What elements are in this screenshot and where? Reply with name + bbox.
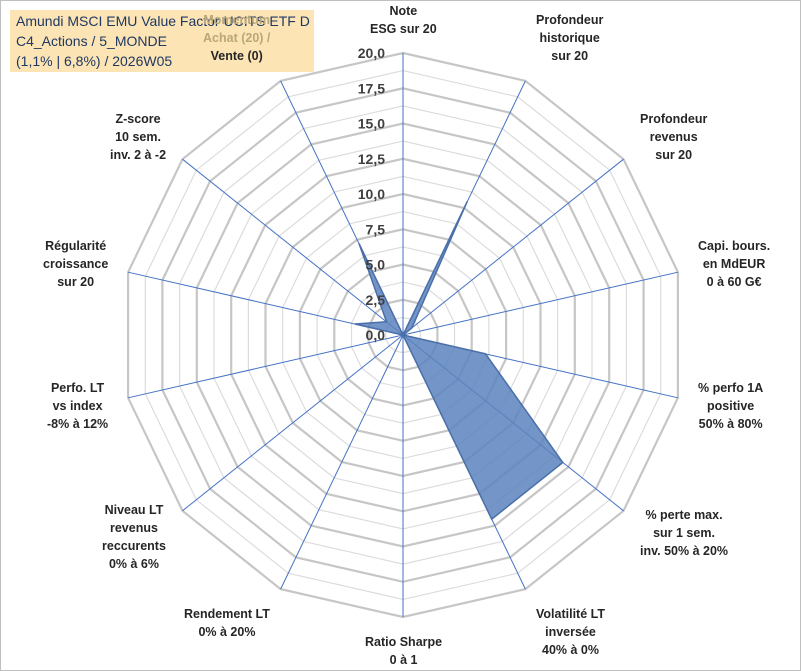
axis-label-line: 0 à 1 — [389, 653, 418, 667]
axis-label-line: Vente (0) — [210, 49, 263, 63]
axis-label: Momentum Achat (20) / Vente (0) — [203, 11, 270, 65]
axis-label-line: 0% à 6% — [108, 557, 159, 571]
axis-label: Volatilité LT inversée 40% à 0% — [536, 605, 605, 659]
axis-label: Perfo. LT vs index -8% à 12% — [47, 379, 108, 433]
spoke-line — [280, 334, 404, 590]
chart-subtitle-category: C4_Actions / 5_MONDE — [16, 33, 167, 49]
axis-label-line: -8% à 12% — [47, 417, 109, 431]
chart-title-box: Amundi MSCI EMU Value Factor UCITS ETF D… — [10, 10, 314, 72]
axis-label: % perte max. sur 1 sem. inv. 50% à 20% — [640, 506, 728, 560]
spoke-line — [402, 158, 624, 336]
axis-label-line: Z-score — [115, 112, 161, 126]
axis-label-line: inv. 50% à 20% — [640, 544, 729, 558]
axis-label-line: reccurents — [102, 539, 166, 553]
axis-label: Niveau LT revenus reccurents 0% à 6% — [102, 501, 166, 573]
axis-label: Régularité croissance sur 20 — [43, 237, 108, 291]
chart-subtitle-stats: (1,1% | 6,8%) / 2026W05 — [16, 53, 173, 69]
axis-label-line: Achat (20) / — [203, 31, 271, 45]
axis-label-line: sur 1 sem. — [653, 526, 715, 540]
r-tick-label: 20,0 — [358, 45, 385, 61]
axis-label: Capi. bours. en MdEUR 0 à 60 G€ — [698, 237, 770, 291]
axis-label-line: 0% à 20% — [198, 625, 256, 639]
series-area — [354, 201, 564, 521]
axis-label-line: sur 20 — [655, 148, 693, 162]
axis-label-line: en MdEUR — [702, 257, 766, 271]
axis-label-line: 0 à 60 G€ — [706, 275, 762, 289]
axis-label-line: positive — [707, 399, 755, 413]
r-tick-label: 2,5 — [366, 292, 386, 308]
axis-label-line: Ratio Sharpe — [365, 635, 443, 649]
spoke-line — [402, 271, 679, 336]
radar-series — [354, 201, 564, 521]
r-tick-label: 17,5 — [358, 80, 385, 96]
axis-label-line: revenus — [649, 130, 698, 144]
r-tick-label: 5,0 — [366, 257, 386, 273]
axis-label-line: sur 20 — [551, 49, 589, 63]
r-tick-label: 12,5 — [358, 151, 385, 167]
axis-label-line: sur 20 — [57, 275, 95, 289]
axis-label: Profondeur historique sur 20 — [536, 11, 603, 65]
axis-label: Note ESG sur 20 — [370, 2, 437, 38]
axis-label-line: Volatilité LT — [536, 607, 605, 621]
r-tick-label: 7,5 — [366, 221, 386, 237]
axis-label-line: ESG sur 20 — [370, 22, 437, 36]
axis-label-line: inversée — [545, 625, 596, 639]
axis-label-line: historique — [539, 31, 600, 45]
axis-label-line: Rendement LT — [184, 607, 270, 621]
spoke-line — [182, 158, 404, 336]
axis-label: Ratio Sharpe 0 à 1 — [365, 633, 442, 669]
axis-label-line: revenus — [109, 521, 158, 535]
axis-label-line: % perte max. — [645, 508, 723, 522]
axis-label-line: 10 sem. — [115, 130, 161, 144]
axis-label-line: vs index — [52, 399, 103, 413]
radial-tick-labels: 0,0 2,5 5,0 7,5 10,0 12,5 15,0 17,5 20,0 — [358, 45, 385, 343]
axis-label: Z-score 10 sem. inv. 2 à -2 — [110, 110, 166, 164]
spoke-line — [182, 334, 404, 512]
axis-label-line: 50% à 80% — [698, 417, 763, 431]
axis-label: Rendement LT 0% à 20% — [184, 605, 270, 641]
axis-label: % perfo 1A positive 50% à 80% — [698, 379, 763, 433]
axis-label-line: Régularité — [45, 239, 107, 253]
chart-title: Amundi MSCI EMU Value Factor UCITS ETF D — [16, 13, 310, 29]
axis-label-line: Niveau LT — [104, 503, 164, 517]
r-tick-label: 15,0 — [358, 116, 385, 132]
r-tick-label: 10,0 — [358, 186, 385, 202]
axis-label-line: inv. 2 à -2 — [110, 148, 167, 162]
axis-label-line: Profondeur — [640, 112, 708, 126]
spoke-line — [127, 334, 404, 399]
axis-label-line: croissance — [43, 257, 109, 271]
axis-label-line: Capi. bours. — [698, 239, 771, 253]
axis-label-line: Profondeur — [536, 13, 604, 27]
axis-label-line: 40% à 0% — [542, 643, 599, 657]
axis-label-line: % perfo 1A — [698, 381, 764, 395]
axis-label: Profondeur revenus sur 20 — [640, 110, 707, 164]
axis-label-line: Momentum — [203, 13, 271, 27]
axis-label-line: Perfo. LT — [50, 381, 105, 395]
axis-label-line: Note — [389, 4, 418, 18]
r-tick-label: 0,0 — [366, 327, 386, 343]
